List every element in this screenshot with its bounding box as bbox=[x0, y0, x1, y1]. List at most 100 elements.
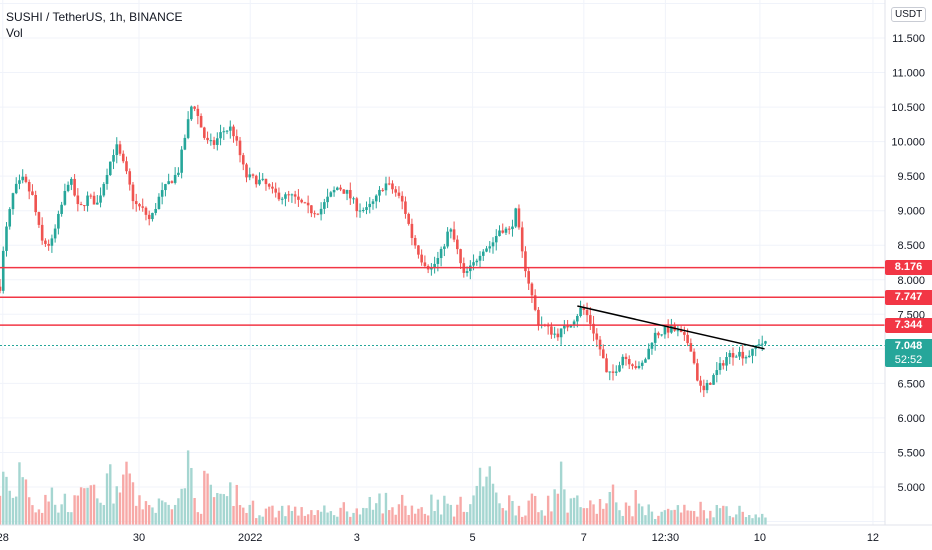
candle-body bbox=[387, 183, 391, 185]
candle-body bbox=[686, 334, 689, 344]
time-axis-ticks: 28 30 2022 3 5 7 12:30 10 12 bbox=[0, 532, 879, 544]
volume-bar bbox=[384, 492, 388, 525]
candle-body bbox=[368, 203, 372, 208]
volume-bar bbox=[475, 485, 478, 525]
volume-bar bbox=[157, 498, 161, 525]
candle-body bbox=[164, 184, 167, 191]
volume-bar bbox=[300, 507, 303, 525]
volume-bar bbox=[313, 515, 316, 525]
candle-body bbox=[92, 195, 96, 205]
volume-bar bbox=[624, 502, 628, 525]
volume-bar bbox=[2, 471, 5, 525]
volume-bar bbox=[128, 473, 131, 525]
candle-body bbox=[738, 351, 741, 357]
candle-body bbox=[329, 192, 333, 197]
volume-bar bbox=[79, 487, 83, 525]
candle-body bbox=[747, 355, 751, 358]
candle-body bbox=[31, 191, 34, 195]
volume-bar bbox=[24, 479, 28, 525]
volume-bar bbox=[456, 504, 459, 525]
candle-body bbox=[647, 348, 650, 360]
volume-bar bbox=[37, 509, 41, 525]
volume-bar bbox=[692, 511, 696, 525]
candle-body bbox=[8, 209, 12, 227]
candle-body bbox=[530, 283, 534, 296]
candle-body bbox=[222, 131, 226, 133]
volume-bar bbox=[426, 515, 430, 525]
volume-bar bbox=[154, 512, 157, 525]
volume-bar bbox=[465, 512, 469, 525]
level-price-tag: 8.176 bbox=[885, 260, 932, 276]
candle-body bbox=[407, 213, 410, 224]
volume-bar bbox=[495, 492, 498, 525]
candle-body bbox=[627, 359, 631, 365]
volume-bar bbox=[310, 510, 313, 525]
candle-body bbox=[228, 126, 232, 131]
volume-bar bbox=[115, 486, 118, 525]
volume-bar bbox=[576, 495, 579, 525]
candle-body bbox=[186, 119, 190, 138]
candle-body bbox=[40, 224, 44, 241]
volume-bar bbox=[160, 500, 164, 525]
volume-bar bbox=[5, 476, 8, 525]
volume-bar bbox=[650, 511, 654, 525]
candle-body bbox=[254, 175, 258, 185]
candle-body bbox=[60, 204, 63, 214]
candle-body bbox=[579, 307, 582, 316]
candle-body bbox=[524, 251, 527, 272]
candle-body bbox=[595, 333, 599, 340]
time-tick-label: 10 bbox=[754, 532, 766, 544]
price-tick-label: 5.500 bbox=[897, 447, 925, 459]
candle-body bbox=[203, 127, 206, 138]
volume-bar bbox=[248, 504, 251, 525]
last-price-value: 7.048 bbox=[894, 339, 923, 352]
volume-bar bbox=[290, 510, 294, 525]
candle-body bbox=[683, 332, 686, 335]
volume-bar bbox=[190, 467, 193, 525]
currency-label[interactable]: USDT bbox=[891, 7, 927, 22]
time-tick-label: 28 bbox=[0, 532, 9, 544]
candle-body bbox=[342, 189, 346, 194]
volume-bar bbox=[524, 515, 527, 525]
volume-bar bbox=[602, 508, 605, 525]
candle-body bbox=[533, 295, 537, 310]
candle-body bbox=[319, 208, 323, 215]
symbol-title[interactable]: SUSHI / TetherUS, 1h, BINANCE bbox=[6, 10, 183, 24]
volume-bar bbox=[135, 505, 138, 525]
candle-body bbox=[511, 226, 514, 230]
volume-bar bbox=[255, 518, 258, 525]
volume-bar bbox=[138, 495, 141, 525]
candle-body bbox=[183, 137, 187, 150]
volume-bar bbox=[462, 511, 466, 525]
candle-body bbox=[160, 190, 164, 197]
candle-body bbox=[177, 172, 180, 175]
price-tick-label: 9.000 bbox=[897, 206, 925, 218]
candle-body bbox=[66, 184, 70, 191]
volume-bar bbox=[397, 504, 401, 525]
candle-body bbox=[731, 353, 735, 358]
candle-body bbox=[475, 260, 479, 263]
volume-bar bbox=[280, 505, 284, 525]
candle-body bbox=[248, 174, 252, 178]
volume-bar bbox=[436, 499, 440, 525]
candle-body bbox=[24, 176, 28, 182]
candle-body bbox=[433, 263, 436, 268]
candle-body bbox=[614, 371, 618, 373]
volume-bar bbox=[715, 504, 719, 525]
candle-body bbox=[83, 205, 86, 207]
volume-bar bbox=[66, 512, 70, 525]
volume-bar bbox=[18, 462, 21, 525]
volume-bar bbox=[491, 483, 495, 525]
volume-bar bbox=[303, 515, 307, 525]
candle-body bbox=[537, 309, 540, 325]
volume-bar bbox=[258, 515, 261, 525]
candle-body bbox=[605, 358, 608, 373]
candle-body bbox=[11, 193, 15, 210]
candle-body bbox=[728, 353, 732, 358]
volume-bar bbox=[566, 512, 569, 525]
volume-bar bbox=[0, 495, 2, 525]
volume-indicator-label[interactable]: Vol bbox=[6, 26, 23, 40]
candle-body bbox=[352, 198, 355, 200]
candle-body bbox=[170, 181, 174, 183]
